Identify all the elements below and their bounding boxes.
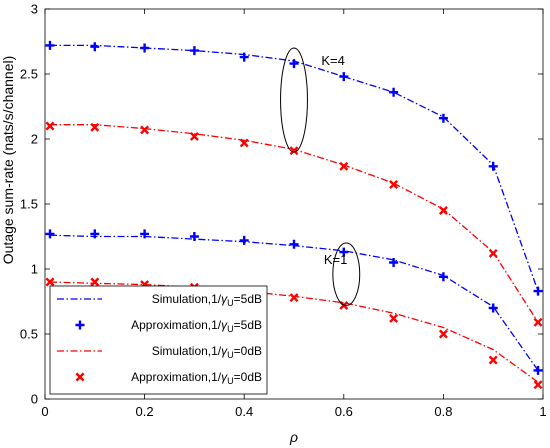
plus-marker <box>239 235 249 245</box>
plus-marker <box>189 46 199 56</box>
legend-label: Approximation,1/γU=5dB <box>131 318 262 334</box>
plus-marker <box>533 286 543 296</box>
y-tick-label: 1 <box>31 262 38 277</box>
plot-area: 0 0.2 0.4 0.6 0.8 1 0 0.5 1 1.5 2 2.5 3 K=4 K=1 Simulat… <box>20 2 547 420</box>
group-ellipse <box>280 47 308 153</box>
cross-marker <box>140 125 150 135</box>
y-tick-label: 0 <box>31 392 38 407</box>
legend-item: Simulation,1/γU=5dB <box>57 292 262 308</box>
plus-marker <box>189 232 199 241</box>
cross-marker <box>533 317 543 327</box>
x-tick-label: 0.4 <box>235 404 253 419</box>
legend-item: Approximation,1/γU=5dB <box>75 318 262 334</box>
y-axis-label: Outage sum-rate (nats/s/channel) <box>0 56 16 265</box>
y-tick-label: 1.5 <box>20 197 38 212</box>
y-tick-label: 2 <box>31 132 38 147</box>
cross-marker <box>533 380 543 390</box>
plus-marker <box>438 113 448 123</box>
k-annotation: K=4 <box>321 53 345 68</box>
y-tick-label: 2.5 <box>20 67 38 82</box>
x-tick-label: 0.8 <box>434 404 452 419</box>
y-tick-label: 0.5 <box>20 327 38 342</box>
x-tick-label: 0.6 <box>335 404 353 419</box>
plus-marker <box>289 239 299 249</box>
cross-marker <box>389 180 399 189</box>
cross-marker <box>289 293 299 303</box>
plus-marker <box>533 365 543 375</box>
plus-marker <box>140 43 150 53</box>
cross-marker <box>239 138 249 148</box>
plus-marker <box>45 40 55 50</box>
x-axis-label: ρ <box>289 429 298 445</box>
cross-marker <box>488 248 498 258</box>
plus-marker <box>339 72 349 82</box>
approximation-series <box>45 121 543 327</box>
plus-marker <box>289 59 299 69</box>
plus-marker <box>45 229 55 239</box>
legend-cross-swatch <box>75 372 85 382</box>
legend-plus-swatch <box>75 320 85 330</box>
plus-marker <box>140 229 150 239</box>
plus-marker <box>389 87 399 97</box>
cross-marker <box>45 277 55 287</box>
cross-marker <box>438 329 448 339</box>
plus-marker <box>239 52 249 62</box>
x-tick-label: 0 <box>41 404 48 419</box>
plus-marker <box>488 161 498 171</box>
group-ellipse <box>332 242 361 306</box>
legend: Simulation,1/γU=5dB Approximation,1/γU=5d… <box>49 285 268 395</box>
cross-marker <box>90 122 100 132</box>
x-tick-label: 0.2 <box>136 404 154 419</box>
plus-marker <box>339 247 349 257</box>
legend-label: Approximation,1/γU=0dB <box>131 370 262 386</box>
plus-marker <box>389 258 399 267</box>
cross-marker <box>488 355 498 365</box>
plus-marker <box>488 303 498 313</box>
legend-label: Simulation,1/γU=5dB <box>152 292 262 308</box>
plus-marker <box>90 42 100 52</box>
k-annotation: K=1 <box>324 252 348 267</box>
approximation-series <box>45 40 543 296</box>
cross-marker <box>289 146 299 156</box>
x-tick-label: 1 <box>539 404 546 419</box>
cross-marker <box>389 313 399 323</box>
legend-item: Simulation,1/γU=0dB <box>57 344 262 360</box>
cross-marker <box>438 206 448 215</box>
y-tick-label: 3 <box>31 2 38 17</box>
legend-label: Simulation,1/γU=0dB <box>152 344 262 360</box>
cross-marker <box>90 277 100 287</box>
cross-marker <box>339 161 349 171</box>
legend-box <box>49 285 268 395</box>
plus-marker <box>90 229 100 239</box>
legend-item: Approximation,1/γU=0dB <box>75 370 262 386</box>
plus-marker <box>438 272 448 282</box>
approximation-series <box>45 229 543 375</box>
cross-marker <box>45 121 55 131</box>
cross-marker <box>189 131 199 141</box>
